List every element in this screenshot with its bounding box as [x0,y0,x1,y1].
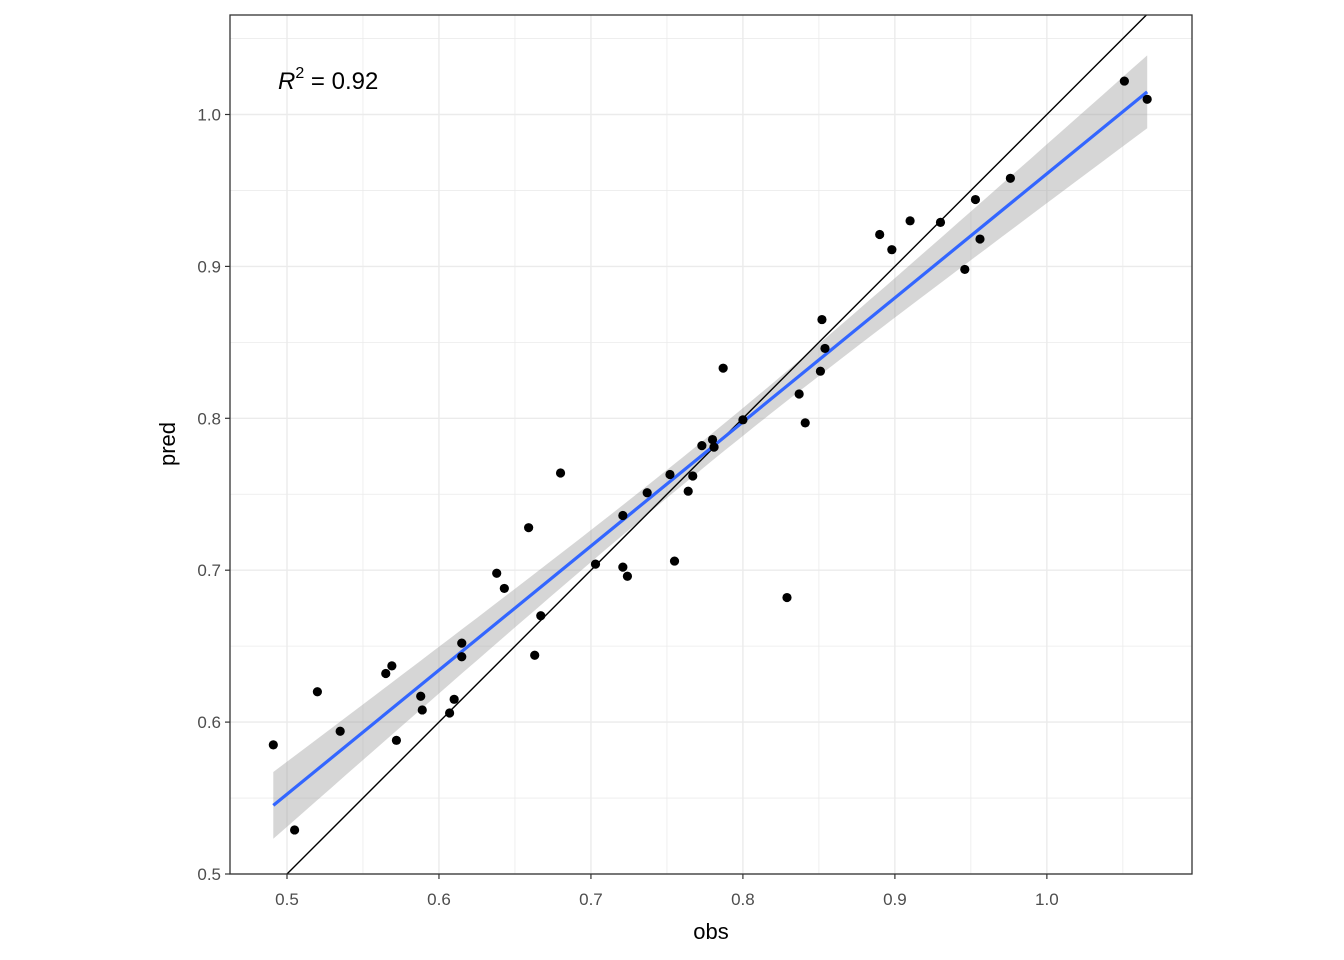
r2-value: = 0.92 [304,68,378,95]
data-point [387,661,397,671]
data-point [642,488,652,498]
data-point [975,234,985,244]
data-point [887,245,897,255]
data-point [1005,173,1015,183]
data-point [1142,94,1152,104]
data-point [800,418,810,428]
y-axis-ticks: 0.5 0.6 0.7 0.8 0.9 1.0 [197,105,230,884]
r2-exponent: 2 [295,65,304,82]
data-point [312,687,322,697]
data-point [492,568,502,578]
data-point [970,194,981,205]
r2-symbol: R [278,68,295,95]
data-point [905,216,915,226]
minor-gridlines [230,15,1192,874]
data-point [815,366,826,376]
data-point [820,343,830,354]
data-point [536,611,546,621]
data-point [289,825,300,835]
y-tick-label: 0.7 [197,561,221,580]
data-point [665,469,675,480]
data-point [457,652,467,662]
data-point [449,694,459,704]
data-point [688,471,698,481]
x-tick-label: 0.8 [731,890,755,909]
data-point [391,735,402,745]
identity-line-path [286,15,1148,874]
x-axis-ticks: 0.5 0.6 0.7 0.8 0.9 1.0 [275,874,1059,909]
data-point [622,571,633,581]
x-tick-label: 0.5 [275,890,299,909]
data-point [935,217,946,227]
data-point [738,415,748,425]
data-points [268,76,1152,835]
identity-line [286,15,1148,874]
data-point [445,708,455,718]
x-tick-label: 0.6 [427,890,451,909]
data-point [683,486,693,496]
data-point [530,650,540,660]
data-point [817,314,827,325]
data-point [416,691,426,701]
y-tick-label: 0.5 [197,865,221,884]
x-tick-label: 0.9 [883,890,907,909]
data-point [875,229,885,240]
data-point [618,562,628,572]
data-point [618,510,628,521]
y-tick-label: 1.0 [197,105,221,124]
x-axis-title: obs [693,919,728,944]
data-point [960,264,970,275]
data-point [590,559,601,569]
data-point [555,468,566,478]
panel-border [229,14,1193,875]
data-point [697,441,707,451]
data-point [381,668,391,679]
data-point [499,583,509,594]
data-point [709,442,719,452]
r-squared-annotation: R2 = 0.92 [278,65,378,95]
data-point [782,592,792,603]
data-point [707,434,718,445]
y-axis-title: pred [155,422,180,466]
data-point [524,523,534,533]
x-tick-label: 0.7 [579,890,603,909]
x-tick-label: 1.0 [1035,890,1059,909]
y-tick-label: 0.6 [197,713,221,732]
y-tick-label: 0.9 [197,257,221,276]
data-point [1119,76,1129,86]
data-point [457,638,467,648]
data-point [718,363,728,373]
data-point [669,556,680,566]
data-point [794,389,804,399]
y-tick-label: 0.8 [197,409,221,428]
data-point [417,705,427,715]
data-point [335,726,345,736]
data-point [268,740,278,750]
